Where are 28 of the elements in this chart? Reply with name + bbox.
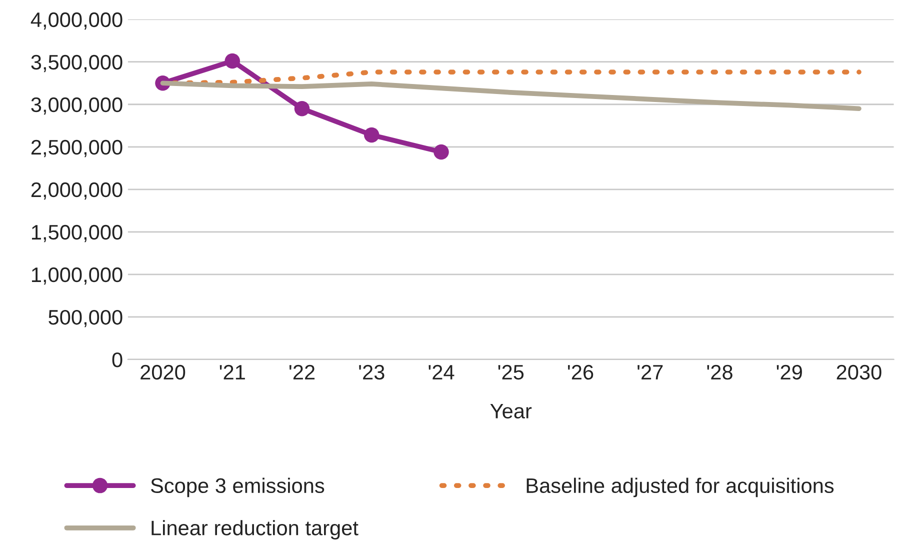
y-tick-label: 0: [112, 352, 122, 368]
x-tick-label: '26: [568, 364, 594, 380]
x-tick-label: '23: [359, 364, 384, 380]
y-tick-label: 3,000,000: [31, 97, 122, 115]
y-tick-label: 2,500,000: [31, 140, 122, 158]
x-tick-label: '28: [707, 364, 732, 380]
y-tick-label: 1,500,000: [32, 224, 122, 242]
x-tick-label: '22: [289, 364, 315, 380]
x-tick-label: 2020: [140, 364, 186, 380]
x-tick-label: '25: [498, 364, 524, 380]
x-tick-label: '21: [220, 364, 245, 380]
y-tick-label: 4,000,000: [30, 12, 122, 30]
point: [224, 53, 240, 69]
x-tick-label: '24: [428, 364, 454, 380]
legend-label: Baseline adjusted for acquisitions: [526, 478, 834, 498]
point: [434, 144, 449, 160]
x-tick-label: 2030: [836, 364, 882, 380]
y-tick-label: 3,500,000: [31, 54, 122, 72]
y-tick-label: 500,000: [48, 310, 122, 328]
point: [294, 100, 310, 116]
x-tick-label: '29: [776, 364, 802, 380]
x-axis-title: Year: [490, 404, 532, 418]
y-tick-label: 2,000,000: [31, 182, 122, 200]
x-tick-label: '27: [638, 364, 663, 380]
y-tick-label: 1,000,000: [32, 267, 122, 285]
legend-label: Linear reduction target: [152, 520, 358, 540]
legend-label: Scope 3 emissions: [150, 478, 324, 498]
point: [364, 127, 380, 143]
